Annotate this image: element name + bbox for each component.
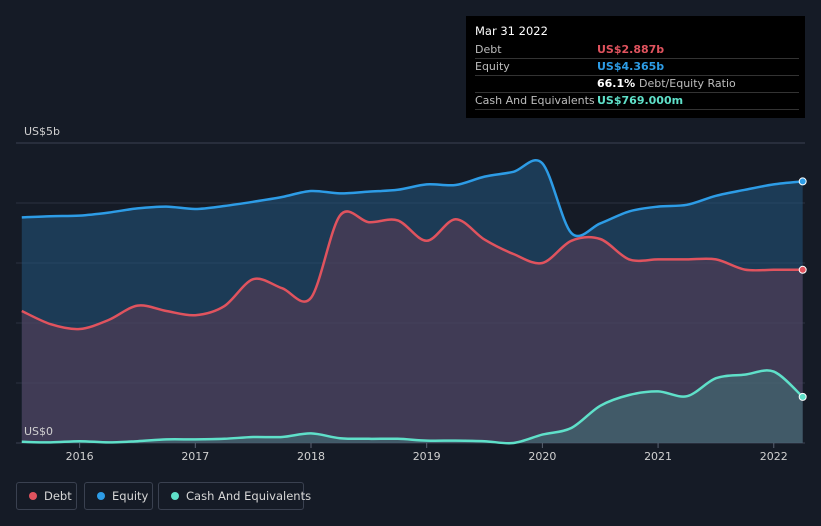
legend-item-debt[interactable]: Debt <box>16 482 77 510</box>
tooltip-ratio-label: Debt/Equity Ratio <box>639 77 736 90</box>
legend-debt-dot-icon <box>29 492 37 500</box>
debt-line <box>21 210 803 331</box>
tooltip-row-cash: Cash And Equivalents US$769.000m <box>475 92 799 110</box>
legend-cash-dot-icon <box>171 492 179 500</box>
tooltip-debt-label: Debt <box>475 43 502 56</box>
tooltip-row-equity: Equity US$4.365b <box>475 58 799 76</box>
tooltip-equity-value: US$4.365b <box>597 60 665 73</box>
debt-area <box>21 211 803 443</box>
legend-cash-label: Cash And Equivalents <box>186 489 312 503</box>
cash-and-equivalents-end-marker <box>798 392 807 401</box>
legend-item-equity[interactable]: Equity <box>84 482 153 510</box>
cash-and-equivalents-line <box>21 369 804 445</box>
tooltip-debt-value: US$2.887b <box>597 43 665 56</box>
x-tick-label: 2016 <box>66 450 94 463</box>
x-tick-label: 2017 <box>181 450 209 463</box>
tooltip-cash-value: US$769.000m <box>597 94 684 107</box>
tooltip-row-ratio: 66.1% Debt/Equity Ratio <box>475 75 799 93</box>
series-lines <box>21 159 804 445</box>
x-tick-label: 2018 <box>297 450 325 463</box>
tooltip-ratio-value: 66.1% <box>597 77 636 90</box>
equity-end-marker <box>798 177 807 186</box>
debt-end-marker <box>798 265 807 274</box>
legend-equity-label: Equity <box>112 489 149 503</box>
legend-debt-label: Debt <box>44 489 72 503</box>
tooltip-equity-label: Equity <box>475 60 510 73</box>
y-axis-label-top: US$5b <box>24 125 60 138</box>
tooltip-date: Mar 31 2022 <box>475 24 548 38</box>
legend-item-cash[interactable]: Cash And Equivalents <box>158 482 311 510</box>
x-tick-label: 2022 <box>760 450 788 463</box>
tooltip-row-debt: Debt US$2.887b <box>475 41 799 59</box>
legend-equity-dot-icon <box>97 492 105 500</box>
equity-line <box>21 159 803 238</box>
x-tick-label: 2019 <box>413 450 441 463</box>
series-end-markers <box>798 177 807 401</box>
tooltip-panel: Mar 31 2022 Debt US$2.887b Equity US$4.3… <box>466 16 805 118</box>
x-axis-ticks: 2016 2017 2018 2019 2020 2021 2022 <box>66 443 788 463</box>
x-tick-label: 2021 <box>644 450 672 463</box>
x-tick-label: 2020 <box>528 450 556 463</box>
cash-and-equivalents-area <box>21 370 803 444</box>
series-areas <box>21 160 803 444</box>
tooltip-cash-label: Cash And Equivalents <box>475 94 595 107</box>
y-axis-label-bottom: US$0 <box>24 425 53 438</box>
tooltip-ratio-line: 66.1% Debt/Equity Ratio <box>597 77 736 90</box>
